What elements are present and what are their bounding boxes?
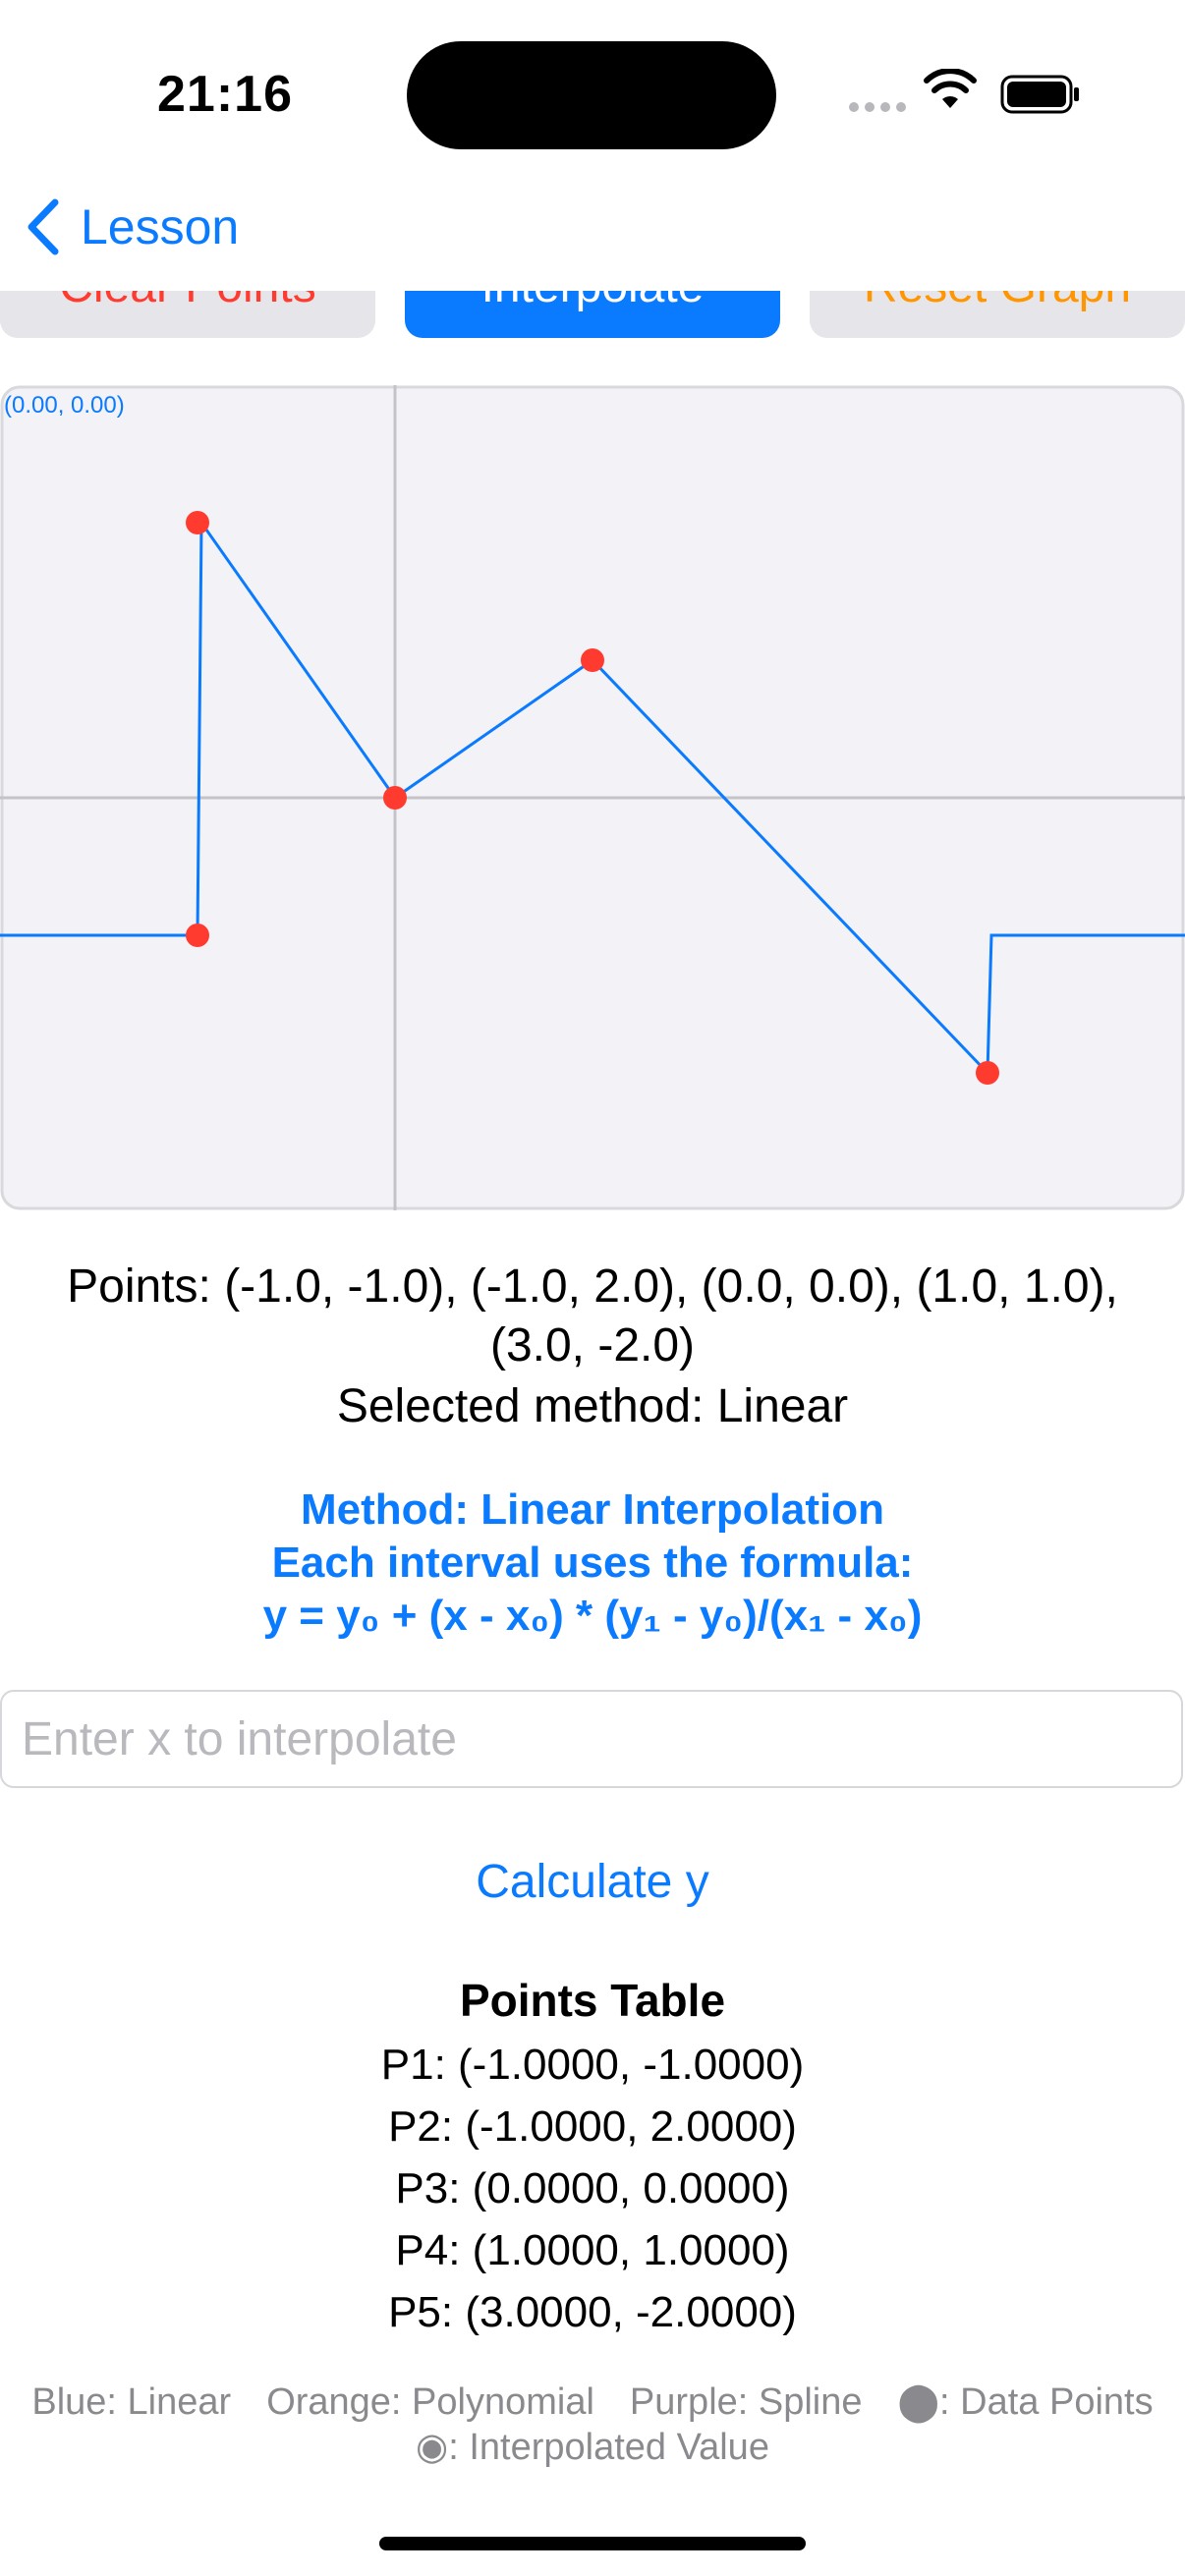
calculate-y-button[interactable]: Calculate y bbox=[476, 1856, 709, 1908]
dynamic-island bbox=[407, 41, 776, 149]
points-table-title: Points Table bbox=[459, 1975, 726, 2026]
points-summary: Points: (-1.0, -1.0), (-1.0, 2.0), (0.0,… bbox=[67, 1260, 1118, 1372]
table-row: P4: (1.0000, 1.0000) bbox=[395, 2226, 790, 2274]
status-time: 21:16 bbox=[157, 66, 293, 123]
legend-interpolated-value: ◉: Interpolated Value bbox=[416, 2427, 769, 2468]
data-point-1[interactable] bbox=[186, 924, 209, 947]
method-info: Method: Linear Interpolation Each interv… bbox=[20, 1484, 1165, 1643]
table-row: P5: (3.0000, -2.0000) bbox=[388, 2288, 797, 2336]
data-point-3[interactable] bbox=[383, 786, 407, 810]
table-row: P3: (0.0000, 0.0000) bbox=[395, 2164, 790, 2212]
table-row: P2: (-1.0000, 2.0000) bbox=[388, 2102, 797, 2151]
back-button[interactable]: Lesson bbox=[24, 198, 239, 255]
legend-polynomial: Orange: Polynomial bbox=[266, 2381, 594, 2423]
wifi-icon bbox=[924, 69, 977, 108]
home-indicator bbox=[379, 2537, 806, 2550]
legend-data-points: ⬤: Data Points bbox=[897, 2381, 1154, 2423]
interpolate-button[interactable]: Interpolate bbox=[405, 291, 780, 338]
reset-graph-button[interactable]: Reset Graph bbox=[810, 291, 1185, 338]
data-point-2[interactable] bbox=[186, 511, 209, 534]
data-point-4[interactable] bbox=[581, 648, 604, 672]
coordinate-readout: (0.00, 0.00) bbox=[4, 392, 125, 419]
x-value-input[interactable] bbox=[0, 1690, 1183, 1788]
chevron-left-icon bbox=[28, 198, 59, 255]
back-button-label: Lesson bbox=[81, 199, 240, 254]
interpolate-label: Interpolate bbox=[405, 291, 780, 314]
data-points bbox=[186, 511, 999, 1085]
clear-points-button[interactable]: Clear Points bbox=[0, 291, 375, 338]
reset-graph-label: Reset Graph bbox=[810, 291, 1185, 314]
battery-icon bbox=[1000, 75, 1079, 114]
legend-linear: Blue: Linear bbox=[31, 2381, 232, 2423]
interpolation-graph[interactable]: (0.00, 0.00) bbox=[0, 385, 1185, 1210]
data-point-5[interactable] bbox=[976, 1061, 999, 1085]
method-title: Method: Linear Interpolation bbox=[301, 1485, 884, 1534]
cellular-signal-icon bbox=[849, 102, 906, 112]
legend-spline: Purple: Spline bbox=[629, 2381, 863, 2423]
selected-method: Selected method: Linear bbox=[336, 1380, 849, 1432]
points-table: P1: (-1.0000, -1.0000) P2: (-1.0000, 2.0… bbox=[20, 2034, 1165, 2343]
legend: Blue: Linear Orange: Polynomial Purple: … bbox=[0, 2380, 1185, 2470]
clear-points-label: Clear Points bbox=[0, 291, 375, 314]
method-description: Each interval uses the formula: bbox=[271, 1539, 914, 1587]
method-formula: y = y₀ + (x - x₀) * (y₁ - y₀)/(x₁ - x₀) bbox=[262, 1592, 923, 1640]
table-row: P1: (-1.0000, -1.0000) bbox=[380, 2041, 805, 2089]
linear-interpolation-line bbox=[0, 518, 1185, 1077]
